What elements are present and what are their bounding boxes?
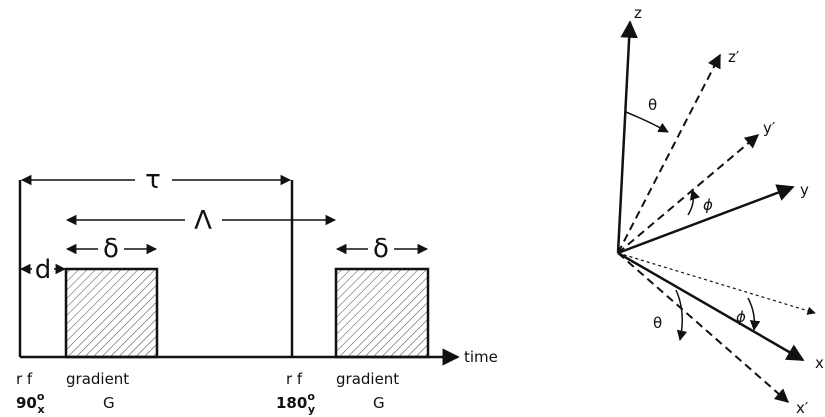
delta-label: δ [373,234,389,264]
pulse-diagram: τ Λ δ δ d time r f gradient 90o x G r f g… [16,165,498,416]
degree: o [307,390,315,403]
g-label: G [373,394,385,412]
axis: x [37,403,44,416]
y-label: y [800,181,809,199]
phi-label: ϕ [736,308,746,326]
time-label: time [464,348,498,366]
tau-label: τ [145,165,161,195]
gradient-pulse [64,267,159,359]
x-prime-axis [617,252,790,403]
phi-arc [687,189,700,216]
theta-arc [625,111,669,133]
y-axis [617,184,795,255]
z-prime-label: z′ [728,48,740,66]
gradient-pulse [334,267,430,359]
theta-label: θ [653,314,662,332]
x-prime-label: x′ [796,399,809,417]
g-label: G [103,394,115,412]
pulse-label: 180o y [276,390,315,416]
phi-label: ϕ [703,196,713,214]
pulse-label: 90o x [16,390,45,416]
phi-arc [747,297,761,332]
z-label: z [634,4,642,22]
gradient-label: gradient [66,370,129,388]
x-axis [617,251,805,362]
angle: 90 [16,394,37,412]
z-axis [616,20,638,254]
gradient-label: gradient [336,370,399,388]
d-label: d [35,255,52,285]
lambda-label: Λ [194,206,212,236]
x-label: x [815,354,824,372]
y-prime-label: y′ [763,119,776,137]
theta-arc [675,289,688,342]
angle: 180 [276,394,307,412]
z-prime-axis [617,53,721,254]
theta-label: θ [648,96,657,114]
delta-label: δ [103,234,119,264]
y-prime-axis [617,134,760,254]
axis: y [308,403,315,416]
dotted-axis [617,252,816,315]
rf-label: r f [286,370,303,388]
rf-label: r f [16,370,33,388]
axes-diagram: z z′ y′ y x x′ θ ϕ θ ϕ [616,4,824,417]
degree: o [37,390,45,403]
